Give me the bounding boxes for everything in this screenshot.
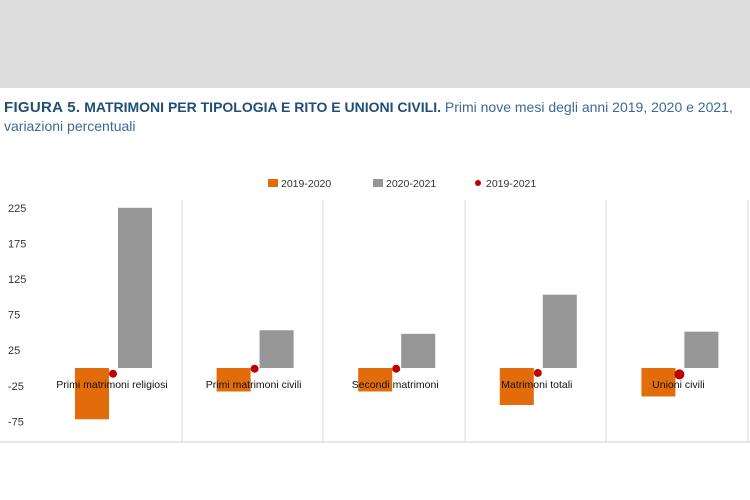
point-2019-2021 — [250, 364, 259, 373]
legend-swatch — [268, 179, 278, 187]
figure-heading: MATRIMONI PER TIPOLOGIA E RITO E UNIONI … — [84, 99, 441, 115]
legend-label: 2019-2021 — [486, 178, 536, 190]
y-tick-label: 25 — [8, 345, 20, 357]
bar-2020-2021 — [401, 333, 436, 368]
bar-2019-2020 — [499, 368, 534, 406]
bar-2019-2020 — [75, 368, 109, 420]
point-2019-2021 — [674, 369, 685, 380]
legend-label: 2020-2021 — [386, 178, 436, 190]
figure-subtitle: Primi nove mesi degli anni 2019, 2020 e … — [4, 99, 733, 134]
y-tick-label: -75 — [8, 416, 24, 428]
category-label: Primi matrimoni civili — [206, 379, 302, 391]
bar-2020-2021 — [118, 207, 152, 368]
point-2019-2021 — [533, 368, 542, 377]
bar-2020-2021 — [259, 330, 294, 368]
y-tick-label: 175 — [8, 238, 26, 250]
bar-2019-2020 — [358, 368, 393, 392]
category-label: Secondi matrimoni — [352, 379, 439, 391]
legend-marker — [475, 180, 481, 186]
figure-label: FIGURA 5. — [4, 99, 81, 116]
y-tick-label: 225 — [8, 203, 26, 215]
y-tick-label: 125 — [8, 274, 26, 286]
category-label: Unioni civili — [652, 379, 705, 391]
legend-swatch — [373, 179, 383, 187]
figure-title: FIGURA 5. MATRIMONI PER TIPOLOGIA E RITO… — [4, 98, 744, 135]
bar-2019-2020 — [216, 368, 251, 392]
y-tick-label: -25 — [8, 381, 24, 393]
point-2019-2021 — [392, 364, 401, 373]
category-label: Matrimoni totali — [501, 379, 572, 391]
legend-label: 2019-2020 — [281, 178, 331, 190]
point-2019-2021 — [109, 369, 117, 378]
bar-2020-2021 — [542, 294, 577, 368]
y-tick-label: 75 — [8, 310, 20, 322]
bar-2019-2020 — [641, 368, 676, 397]
bar-2020-2021 — [684, 331, 719, 368]
category-label: Primi matrimoni religiosi — [56, 379, 167, 391]
